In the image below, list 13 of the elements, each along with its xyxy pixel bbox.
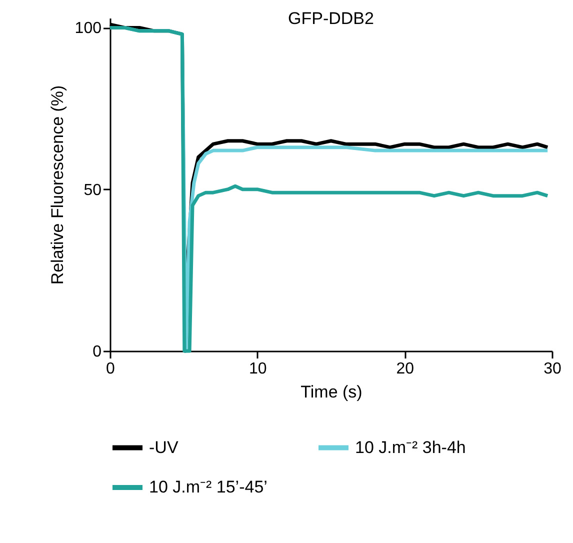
x-tick-label: 0 xyxy=(106,360,116,378)
y-tick-label: 50 xyxy=(84,182,102,199)
x-tick-label: 30 xyxy=(544,360,562,378)
x-tick-label: 20 xyxy=(396,360,414,378)
legend-label: 10 J.m⁻² 3h-4h xyxy=(355,438,466,457)
legend-label: 10 J.m⁻² 15’-45’ xyxy=(149,478,268,496)
y-tick-label: 0 xyxy=(92,344,102,360)
legend-label: -UV xyxy=(149,438,179,457)
x-axis-title: Time (s) xyxy=(300,382,362,402)
chart-title: GFP-DDB2 xyxy=(288,9,374,28)
y-axis-title: Relative Fluorescence (%) xyxy=(48,85,67,285)
x-tick-label: 10 xyxy=(248,360,267,378)
y-tick-label: 100 xyxy=(74,20,102,38)
